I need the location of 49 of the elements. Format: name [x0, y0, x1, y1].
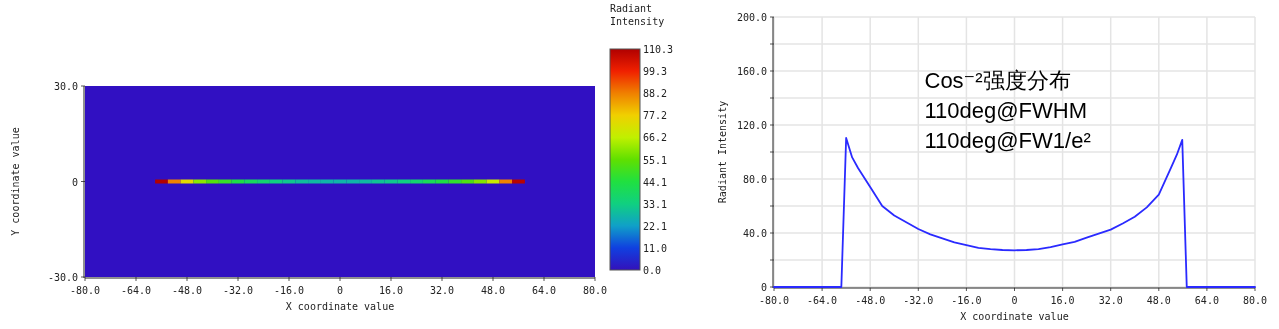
x-tick-label: 16.0: [378, 285, 404, 296]
x-tick-label: -16.0: [951, 295, 982, 306]
color-bar-label: 33.1: [643, 198, 668, 210]
x-tick-label: -16.0: [273, 285, 305, 296]
annotation: 110deg@FW1/e²: [924, 128, 1091, 153]
x-tick-label: -64.0: [807, 295, 838, 306]
y-tick-label: 80.0: [742, 174, 767, 185]
x-tick-label: 0: [336, 285, 344, 296]
color-bar-label: 77.2: [643, 110, 668, 122]
x-tick-label: 48.0: [480, 285, 506, 296]
x-tick-label: 32.0: [1098, 295, 1123, 306]
y-axis-title: Y coordinate value: [10, 127, 21, 236]
x-tick-label: -48.0: [855, 295, 886, 306]
y-tick-label: 30.0: [53, 81, 78, 92]
x-axis-title: X coordinate value: [285, 301, 395, 312]
y-tick-label: 0: [71, 176, 78, 188]
x-tick-label: 16.0: [1050, 295, 1075, 306]
color-bar-label: 110.3: [643, 44, 674, 55]
y-tick-label: 40.0: [742, 228, 767, 239]
x-tick-label: 32.0: [429, 285, 455, 296]
color-bar-label: 99.3: [643, 66, 668, 78]
x-tick-label: -32.0: [903, 295, 934, 306]
x-tick-label: -80.0: [758, 295, 790, 306]
x-axis-title: X coordinate value: [960, 311, 1069, 322]
annotation: Cos⁻²强度分布: [924, 68, 1071, 93]
y-tick-label: 160.0: [736, 66, 767, 77]
annotation: 110deg@FWHM: [924, 98, 1088, 123]
color-bar-label: 66.2: [643, 132, 668, 144]
x-tick-label: 80.0: [1242, 295, 1268, 306]
color-bar-label: 88.2: [643, 88, 668, 100]
x-tick-label: -48.0: [171, 285, 203, 296]
x-tick-label: 64.0: [1194, 295, 1219, 306]
x-tick-label: -80.0: [69, 285, 101, 296]
color-bar-label: 44.1: [643, 176, 668, 188]
x-tick-label: 80.0: [582, 285, 608, 296]
x-tick-label: -32.0: [222, 285, 254, 296]
x-tick-label: 64.0: [531, 285, 557, 296]
color-bar-label: 22.1: [643, 220, 668, 232]
x-tick-label: 0: [1011, 295, 1018, 306]
color-bar-title: Radiant Intensity: [610, 3, 665, 27]
color-bar-label: 55.1: [643, 154, 668, 166]
x-tick-label: 48.0: [1146, 295, 1171, 306]
y-tick-label: 120.0: [736, 120, 767, 131]
color-bar-label: 0.0: [643, 265, 662, 276]
y-tick-label: -30.0: [47, 272, 78, 283]
x-tick-label: -64.0: [120, 285, 152, 296]
y-tick-label: 200.0: [736, 12, 767, 23]
color-bar-label: 11.0: [643, 242, 668, 254]
y-axis-title: Radiant Intensity: [717, 100, 728, 204]
